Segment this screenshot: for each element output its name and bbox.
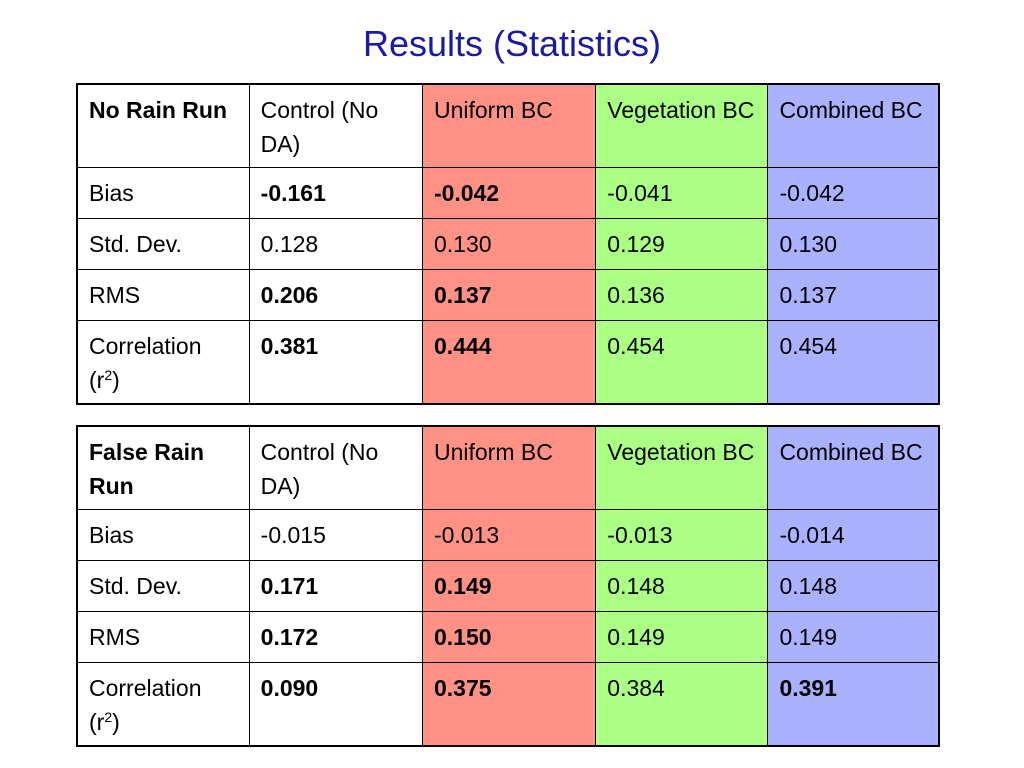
row-label: RMS: [76, 269, 250, 321]
row-label-superscript: 2: [104, 367, 113, 383]
cell-uniform: 0.375: [421, 662, 597, 747]
cell-uniform: 0.444: [421, 320, 597, 405]
header-uniform-bc: Uniform BC: [421, 83, 597, 168]
cell-control: 0.381: [248, 320, 423, 405]
cell-control: -0.161: [248, 167, 423, 219]
cell-combined: 0.130: [767, 218, 940, 270]
cell-uniform: -0.042: [421, 167, 597, 219]
row-label: RMS: [76, 611, 250, 663]
table-header-row: No Rain Run Control (No DA) Uniform BC V…: [76, 83, 940, 168]
row-label: Bias: [76, 509, 250, 561]
false-rain-run-table: False Rain Run Control (No DA) Uniform B…: [76, 425, 940, 747]
cell-combined: 0.391: [767, 662, 940, 747]
header-run: No Rain Run: [76, 83, 250, 168]
header-combined-bc: Combined BC: [767, 425, 940, 510]
table-row: Correlation (r2) 0.381 0.444 0.454 0.454: [76, 320, 940, 405]
header-run: False Rain Run: [76, 425, 250, 510]
header-control: Control (No DA): [248, 83, 423, 168]
cell-control: -0.015: [248, 509, 423, 561]
row-label-superscript: 2: [104, 709, 113, 725]
cell-vegetation: 0.136: [595, 269, 769, 321]
cell-uniform: 0.130: [421, 218, 597, 270]
row-label-end: ): [112, 367, 120, 393]
cell-uniform: 0.149: [421, 560, 597, 612]
cell-combined: 0.454: [767, 320, 940, 405]
table-row: Bias -0.161 -0.042 -0.041 -0.042: [76, 167, 940, 219]
header-combined-bc: Combined BC: [767, 83, 940, 168]
row-label: Std. Dev.: [76, 560, 250, 612]
cell-control: 0.172: [248, 611, 423, 663]
table-row: Bias -0.015 -0.013 -0.013 -0.014: [76, 509, 940, 561]
table-row: Std. Dev. 0.128 0.130 0.129 0.130: [76, 218, 940, 270]
cell-combined: -0.014: [767, 509, 940, 561]
table-row: RMS 0.206 0.137 0.136 0.137: [76, 269, 940, 321]
cell-vegetation: 0.454: [595, 320, 769, 405]
cell-vegetation: 0.384: [595, 662, 769, 747]
cell-control: 0.171: [248, 560, 423, 612]
cell-combined: 0.148: [767, 560, 940, 612]
cell-control: 0.090: [248, 662, 423, 747]
row-label: Correlation (r2): [76, 662, 250, 747]
cell-control: 0.128: [248, 218, 423, 270]
header-uniform-bc: Uniform BC: [421, 425, 597, 510]
cell-control: 0.206: [248, 269, 423, 321]
row-label-end: ): [112, 709, 120, 735]
cell-combined: 0.137: [767, 269, 940, 321]
table-row: Correlation (r2) 0.090 0.375 0.384 0.391: [76, 662, 940, 747]
row-label: Correlation (r2): [76, 320, 250, 405]
cell-vegetation: -0.013: [595, 509, 769, 561]
table-row: Std. Dev. 0.171 0.149 0.148 0.148: [76, 560, 940, 612]
header-vegetation-bc: Vegetation BC: [595, 83, 769, 168]
table-row: RMS 0.172 0.150 0.149 0.149: [76, 611, 940, 663]
cell-combined: -0.042: [767, 167, 940, 219]
row-label-text: Correlation (r: [89, 675, 202, 735]
cell-uniform: 0.137: [421, 269, 597, 321]
row-label: Std. Dev.: [76, 218, 250, 270]
cell-combined: 0.149: [767, 611, 940, 663]
header-control: Control (No DA): [248, 425, 423, 510]
header-vegetation-bc: Vegetation BC: [595, 425, 769, 510]
slide-title: Results (Statistics): [362, 23, 662, 64]
row-label: Bias: [76, 167, 250, 219]
table-header-row: False Rain Run Control (No DA) Uniform B…: [76, 425, 940, 510]
cell-vegetation: 0.149: [595, 611, 769, 663]
cell-vegetation: -0.041: [595, 167, 769, 219]
row-label-text: Correlation (r: [89, 333, 202, 393]
cell-vegetation: 0.148: [595, 560, 769, 612]
cell-vegetation: 0.129: [595, 218, 769, 270]
cell-uniform: 0.150: [421, 611, 597, 663]
cell-uniform: -0.013: [421, 509, 597, 561]
no-rain-run-table: No Rain Run Control (No DA) Uniform BC V…: [76, 83, 940, 405]
